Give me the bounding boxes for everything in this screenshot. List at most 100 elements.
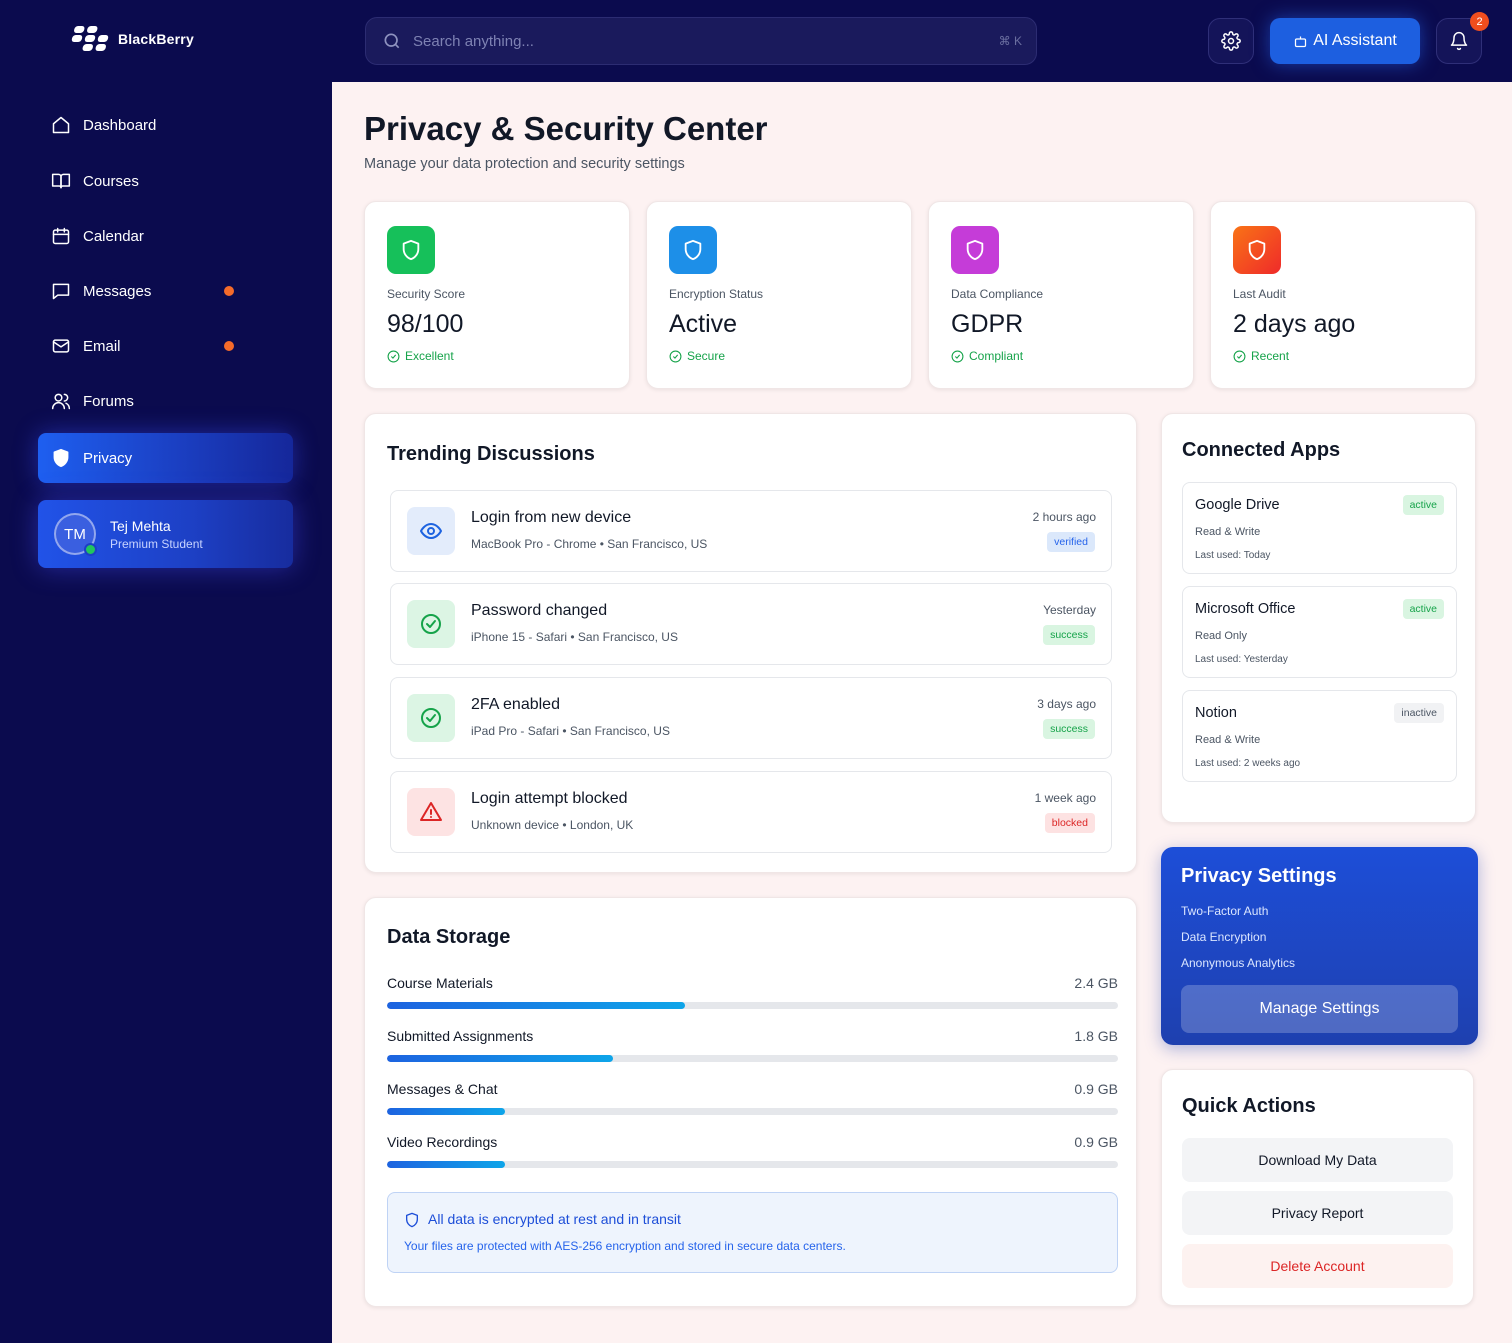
sidebar-item-label: Dashboard (83, 116, 157, 134)
calendar-icon (52, 227, 70, 245)
sidebar-item-courses[interactable]: Courses (38, 156, 293, 206)
user-profile-card[interactable]: TM Tej Mehta Premium Student (38, 500, 293, 568)
notifications-button[interactable]: 2 (1436, 12, 1489, 64)
stat-status: Secure (669, 349, 725, 363)
sidebar-item-label: Privacy (83, 449, 133, 467)
privacy-option: Two-Factor Auth (1181, 904, 1269, 918)
stat-icon-bg (387, 226, 435, 274)
stat-label: Data Compliance (951, 287, 1044, 301)
stat-card-encryption-status: Encryption Status Active Secure (646, 201, 912, 389)
brand-logo[interactable]: BlackBerry (71, 26, 194, 51)
stat-value: GDPR (951, 310, 1024, 338)
book-icon (51, 173, 71, 189)
online-status-dot (84, 543, 97, 556)
app-name: Google Drive (1195, 497, 1280, 513)
list-item[interactable]: Login attempt blocked Unknown device • L… (390, 771, 1112, 853)
privacy-option: Data Encryption (1181, 930, 1267, 944)
disc-icon-bg (407, 788, 455, 836)
storage-bar-fill (387, 1108, 505, 1115)
disc-icon-bg (407, 600, 455, 648)
sidebar-item-email[interactable]: Email (38, 321, 293, 371)
check-circle-icon (387, 350, 400, 362)
check-circle-icon (951, 350, 964, 362)
home-icon (52, 116, 70, 134)
eye-icon (420, 523, 442, 539)
app-permission: Read & Write (1195, 734, 1261, 746)
unread-dot (224, 341, 234, 351)
disc-icon-bg (407, 694, 455, 742)
storage-value: 1.8 GB (1074, 1028, 1118, 1044)
stat-label: Encryption Status (669, 287, 764, 301)
stat-card-last-audit: Last Audit 2 days ago Recent (1210, 201, 1476, 389)
sidebar-item-label: Forums (83, 392, 134, 410)
disc-meta: MacBook Pro - Chrome • San Francisco, US (471, 537, 708, 551)
list-item[interactable]: 2FA enabled iPad Pro - Safari • San Fran… (390, 677, 1112, 759)
list-item[interactable]: Password changed iPhone 15 - Safari • Sa… (390, 583, 1112, 665)
disc-title: 2FA enabled (471, 696, 560, 713)
sidebar-item-label: Email (83, 337, 121, 355)
sidebar-item-calendar[interactable]: Calendar (38, 211, 293, 261)
trending-discussions-card: Trending Discussions Login from new devi… (364, 413, 1137, 873)
encryption-notice-text: Your files are protected with AES-256 en… (404, 1239, 846, 1253)
delete-account-button[interactable]: Delete Account (1182, 1244, 1453, 1288)
unread-dot (224, 286, 234, 296)
status-badge: active (1402, 495, 1444, 515)
stat-status: Excellent (387, 349, 454, 363)
list-item[interactable]: Google Drive Read & Write Last used: Tod… (1182, 482, 1457, 574)
search-input[interactable]: Search anything... ⌘ K (365, 17, 1037, 65)
quick-actions-card: Quick Actions Download My Data Privacy R… (1161, 1069, 1474, 1306)
list-item[interactable]: Notion Read & Write Last used: 2 weeks a… (1182, 690, 1457, 782)
storage-label: Submitted Assignments (387, 1028, 534, 1044)
stat-icon-bg (951, 226, 999, 274)
storage-bar-fill (387, 1002, 686, 1009)
manage-settings-button[interactable]: Manage Settings (1181, 985, 1458, 1033)
disc-title: Login attempt blocked (471, 790, 628, 807)
sidebar-item-messages[interactable]: Messages (38, 266, 293, 316)
shield-icon (1248, 239, 1266, 261)
privacy-report-button[interactable]: Privacy Report (1182, 1191, 1453, 1235)
app-permission: Read & Write (1195, 526, 1261, 538)
sidebar-item-forums[interactable]: Forums (38, 376, 293, 426)
section-title: Quick Actions (1182, 1095, 1316, 1117)
shield-icon (53, 448, 69, 468)
storage-bar-fill (387, 1161, 505, 1168)
sidebar-item-privacy[interactable]: Privacy (38, 433, 293, 483)
status-badge: success (1043, 719, 1095, 739)
download-data-button[interactable]: Download My Data (1182, 1138, 1453, 1182)
list-item[interactable]: Microsoft Office Read Only Last used: Ye… (1182, 586, 1457, 678)
status-badge: success (1043, 625, 1095, 645)
shield-icon (406, 1212, 418, 1228)
check-circle-icon (421, 708, 441, 728)
encryption-notice: All data is encrypted at rest and in tra… (387, 1192, 1118, 1273)
storage-bar (387, 1002, 1118, 1009)
notification-badge: 2 (1470, 12, 1489, 31)
disc-title: Login from new device (471, 509, 632, 526)
app-name: Notion (1195, 705, 1237, 721)
sidebar-item-dashboard[interactable]: Dashboard (38, 100, 293, 150)
ai-assistant-button[interactable]: AI Assistant (1270, 18, 1420, 64)
storage-value: 0.9 GB (1074, 1134, 1118, 1150)
status-badge: inactive (1394, 703, 1444, 723)
settings-button[interactable] (1208, 18, 1254, 64)
mail-icon (52, 339, 70, 353)
disc-meta: iPad Pro - Safari • San Francisco, US (471, 724, 670, 738)
storage-label: Course Materials (387, 975, 493, 991)
app-last-used: Last used: Today (1195, 550, 1271, 561)
section-title: Privacy Settings (1181, 865, 1337, 887)
topbar: Search anything... ⌘ K AI Assistant 2 (332, 0, 1512, 82)
list-item[interactable]: Login from new device MacBook Pro - Chro… (390, 490, 1112, 572)
privacy-settings-card: Privacy Settings Two-Factor Auth Data En… (1161, 847, 1478, 1045)
storage-value: 0.9 GB (1074, 1081, 1118, 1097)
app-last-used: Last used: 2 weeks ago (1195, 758, 1301, 769)
disc-time: 1 week ago (1034, 791, 1096, 805)
search-placeholder: Search anything... (413, 32, 534, 50)
gear-icon (1221, 31, 1241, 51)
status-badge: active (1402, 599, 1444, 619)
stat-value: 98/100 (387, 310, 464, 338)
users-icon (51, 393, 71, 410)
page-title: Privacy & Security Center (364, 110, 768, 147)
storage-bar (387, 1161, 1118, 1168)
stat-status-text: Secure (687, 349, 726, 363)
shield-icon (966, 239, 984, 261)
storage-bar-fill (387, 1055, 613, 1062)
